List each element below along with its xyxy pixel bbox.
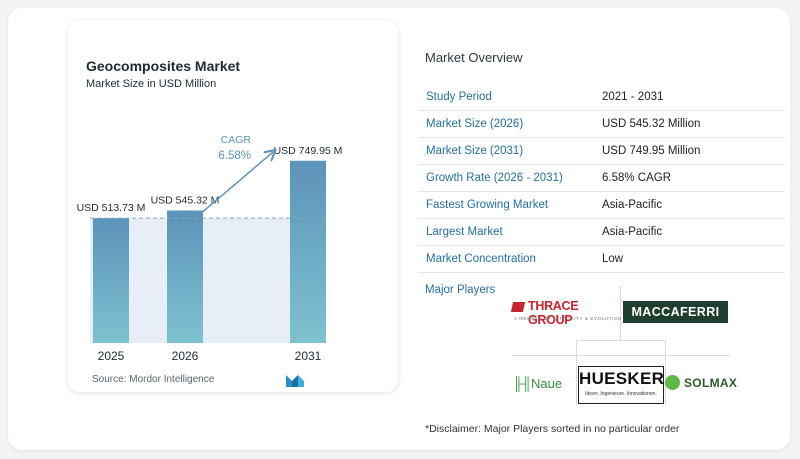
logo-divider: [512, 355, 730, 356]
disclaimer-note: *Disclaimer: Major Players sorted in no …: [425, 423, 680, 435]
bar-value-label: USD 513.73 M: [77, 202, 146, 214]
solmax-logo: SOLMAX: [665, 373, 745, 393]
overview-value: Asia-Pacific: [594, 218, 785, 246]
overview-key: Fastest Growing Market: [418, 191, 594, 219]
bar-value-label: USD 545.32 M: [151, 194, 220, 206]
logo-divider: [665, 340, 666, 405]
overview-row: Market Size (2026) USD 545.32 Million: [418, 110, 785, 138]
overview-value: Asia-Pacific: [594, 191, 785, 219]
thrace-mark-icon: [510, 302, 526, 312]
overview-value: USD 749.95 Million: [594, 137, 785, 165]
chart-title: Geocomposites Market: [86, 58, 241, 74]
baseline-band: [90, 218, 326, 343]
cagr-arrow: [201, 152, 273, 214]
huesker-logo: HUESKER Ideen. Ingenieure. Innovationen.: [578, 366, 664, 404]
mordor-intelligence-logo-icon: [286, 375, 304, 387]
naue-mark-icon: ╟╢: [513, 376, 532, 391]
overview-value: 6.58% CAGR: [594, 164, 785, 192]
source-note: Source: Mordor Intelligence: [92, 374, 215, 385]
overview-row: Largest Market Asia-Pacific: [418, 218, 785, 246]
market-overview-title: Market Overview: [425, 50, 523, 65]
overview-value: Low: [594, 245, 785, 273]
bar-chart: USD 513.73 M 2025 USD 545.32 M 2026 USD 749.…: [77, 134, 343, 363]
overview-value: USD 545.32 Million: [594, 110, 785, 138]
huesker-name: HUESKER: [579, 369, 665, 388]
chart-subtitle: Market Size in USD Million: [86, 78, 217, 90]
x-tick-label: 2026: [172, 349, 199, 363]
bar-2031: [290, 160, 326, 343]
thrace-name: THRACE GROUP: [528, 299, 579, 327]
naue-name: Naue: [531, 376, 563, 391]
overview-row: Market Concentration Low: [418, 245, 785, 273]
logo-divider: [576, 340, 577, 405]
overview-row: Study Period 2021 - 2031: [418, 84, 785, 111]
bar-2025: [93, 218, 129, 343]
cagr-value: 6.58%: [218, 150, 251, 162]
overview-row: Fastest Growing Market Asia-Pacific: [418, 191, 785, 219]
overview-row: Growth Rate (2026 - 2031) 6.58% CAGR: [418, 164, 785, 192]
major-players-title: Major Players: [425, 284, 496, 296]
huesker-tagline: Ideen. Ingenieure. Innovationen.: [585, 391, 657, 397]
cagr-label: CAGR: [221, 134, 252, 146]
solmax-mark-icon: [665, 375, 680, 390]
logo-divider: [620, 286, 621, 341]
overview-row: Market Size (2031) USD 749.95 Million: [418, 137, 785, 165]
solmax-name: SOLMAX: [684, 376, 738, 390]
thrace-group-logo: THRACE GROUP A MEMBER OF INTEGRITY & EVO…: [510, 297, 622, 327]
naue-logo: ╟╢ Naue: [513, 374, 583, 394]
x-tick-label: 2031: [295, 349, 322, 363]
overview-key: Market Size (2031): [418, 137, 594, 165]
overview-key: Largest Market: [418, 218, 594, 246]
maccaferri-logo: MACCAFERRI: [623, 301, 728, 323]
x-tick-label: 2025: [98, 349, 125, 363]
market-overview-table: Study Period 2021 - 2031 Market Size (2026…: [418, 84, 785, 273]
bar-2026: [167, 210, 203, 343]
logo-divider: [576, 340, 666, 341]
thrace-tagline: A MEMBER OF INTEGRITY & EVOLUTION: [514, 316, 622, 321]
main-card: Geocomposites Market Market Size in USD …: [8, 8, 790, 450]
bar-value-label: USD 749.95 M: [274, 145, 343, 157]
overview-key: Market Concentration: [418, 245, 594, 273]
overview-key: Market Size (2026): [418, 110, 594, 138]
overview-key: Growth Rate (2026 - 2031): [418, 164, 594, 192]
overview-value: 2021 - 2031: [594, 84, 785, 111]
chart-panel: Geocomposites Market Market Size in USD …: [68, 20, 398, 392]
overview-key: Study Period: [418, 84, 594, 111]
